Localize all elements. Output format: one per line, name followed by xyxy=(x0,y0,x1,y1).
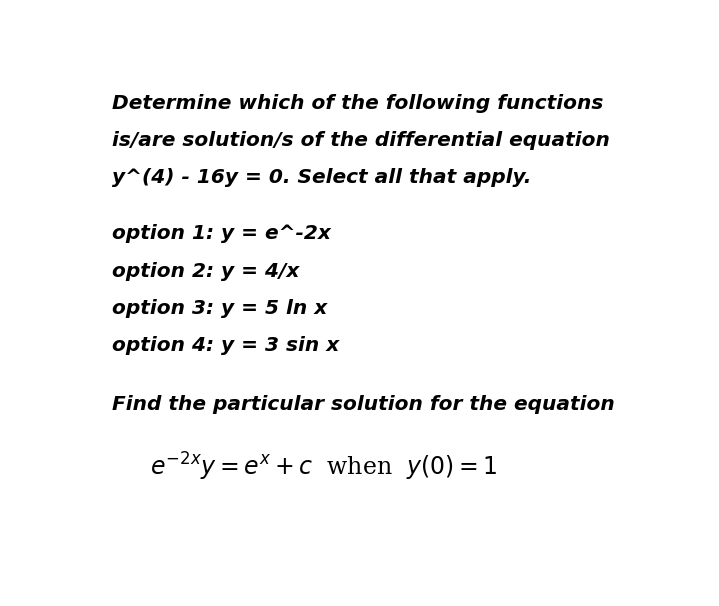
Text: option 3: y = 5 ln x: option 3: y = 5 ln x xyxy=(112,299,327,318)
Text: option 4: y = 3 sin x: option 4: y = 3 sin x xyxy=(112,336,339,355)
Text: Determine which of the following functions: Determine which of the following functio… xyxy=(112,94,603,113)
Text: y^(4) - 16y = 0. Select all that apply.: y^(4) - 16y = 0. Select all that apply. xyxy=(112,168,531,187)
Text: option 1: y = e^-2x: option 1: y = e^-2x xyxy=(112,224,331,244)
Text: $e^{-2x}y = e^{x} + c$  when  $y(0) = 1$: $e^{-2x}y = e^{x} + c$ when $y(0) = 1$ xyxy=(150,451,498,483)
Text: option 2: y = 4/x: option 2: y = 4/x xyxy=(112,262,300,281)
Text: is/are solution/s of the differential equation: is/are solution/s of the differential eq… xyxy=(112,131,610,150)
Text: Find the particular solution for the equation: Find the particular solution for the equ… xyxy=(112,395,615,414)
